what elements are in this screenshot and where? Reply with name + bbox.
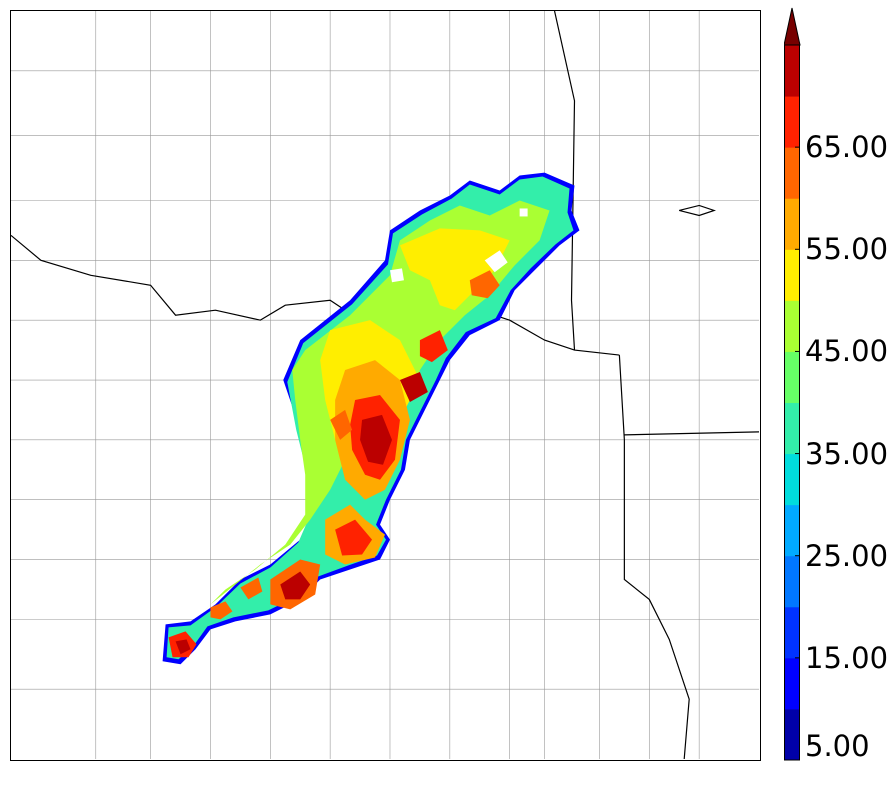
reflectivity-field	[162, 172, 580, 665]
echo-gap-3	[519, 208, 528, 217]
colorbar-bin	[784, 147, 800, 199]
echo-cell-70	[280, 571, 311, 600]
echo-cell-ne	[469, 270, 500, 299]
colorbar-bin	[784, 708, 800, 761]
map-canvas	[11, 11, 760, 760]
echo-cell-65	[335, 519, 373, 556]
colorbar-bin	[784, 96, 800, 148]
colorbar-tick-label: 35.00	[805, 436, 889, 471]
echo-cell-sw	[210, 601, 233, 620]
colorbar-tick-label: 15.00	[805, 640, 889, 675]
colorbar-bin	[784, 453, 800, 506]
colorbar-bin	[784, 198, 800, 250]
echo-cell-sw2	[240, 577, 263, 600]
echo-cell-mid	[419, 330, 448, 363]
echo-gap	[484, 250, 508, 273]
colorbar	[784, 7, 801, 761]
echo-gap-2	[389, 268, 404, 283]
echo-band-50	[399, 228, 510, 311]
colorbar-tick-label: 25.00	[805, 538, 889, 573]
colorbar-tick-label: 65.00	[805, 130, 889, 165]
colorbar-bin	[784, 45, 800, 97]
colorbar-extend-arrow	[784, 7, 801, 46]
echo-cell-mid2	[399, 372, 428, 402]
colorbar-bin	[784, 402, 800, 455]
colorbar-bin	[784, 606, 800, 659]
colorbar-bin	[784, 504, 800, 557]
colorbar-bin	[784, 351, 800, 403]
colorbar-bin	[784, 555, 800, 608]
colorbar-tick-label: 45.00	[805, 334, 889, 369]
echo-cell-west	[330, 409, 353, 440]
colorbar-bin	[784, 657, 800, 710]
state-boundaries	[11, 11, 760, 760]
echo-band-70	[360, 414, 392, 465]
map-panel	[10, 10, 761, 761]
colorbar-bin	[784, 249, 800, 301]
colorbar-tick-label: 5.00	[805, 729, 870, 763]
colorbar-bin	[784, 300, 800, 352]
colorbar-outline	[784, 44, 800, 761]
colorbar-tick-label: 55.00	[805, 232, 889, 267]
echo-cell-south-core	[175, 639, 191, 655]
